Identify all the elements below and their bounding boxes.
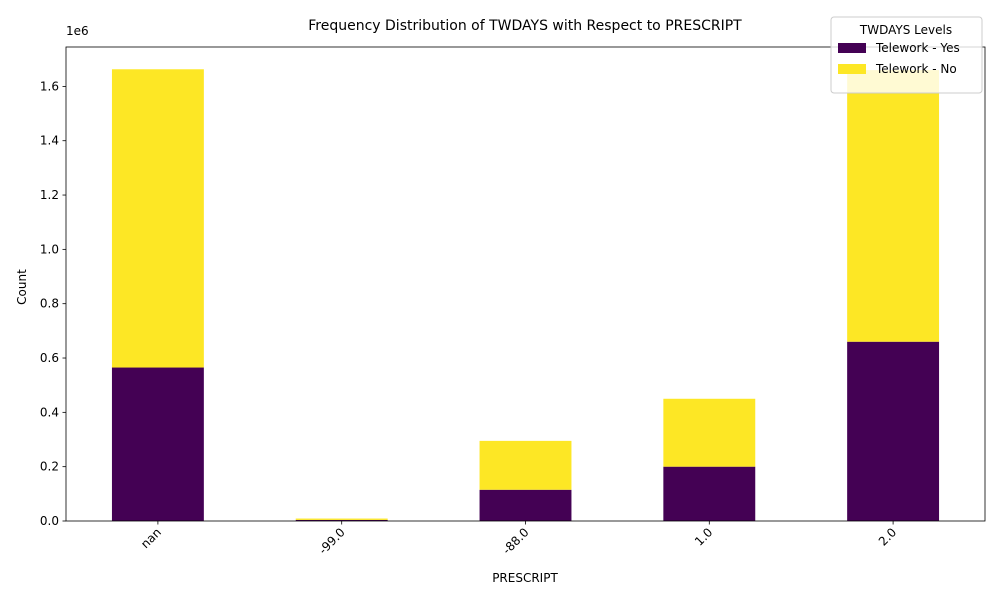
bar-telework-no-1: [295, 518, 388, 520]
x-tick-label: 2.0: [876, 525, 899, 548]
bar-telework-no-3: [663, 398, 756, 467]
y-tick-label: 1.2: [40, 188, 59, 202]
y-tick-label: 0.8: [40, 297, 59, 311]
legend-label-telework-yes: Telework - Yes: [875, 41, 960, 55]
y-tick-label: 1.0: [40, 242, 59, 256]
chart-title: Frequency Distribution of TWDAYS with Re…: [308, 18, 742, 34]
legend-swatch-telework-yes: [838, 43, 866, 53]
bar-telework-no-4: [847, 70, 940, 342]
y-tick-label: 0.4: [40, 405, 59, 419]
y-tick-label: 0.6: [40, 351, 59, 365]
legend-label-telework-no: Telework - No: [875, 62, 957, 76]
bar-telework-yes-1: [295, 519, 388, 521]
y-tick-label: 1.4: [40, 134, 59, 148]
x-tick-label: 1.0: [692, 525, 715, 548]
bar-telework-no-0: [111, 69, 204, 368]
y-offset-label: 1e6: [66, 24, 89, 38]
x-tick-label: nan: [138, 525, 164, 551]
bar-telework-yes-0: [111, 367, 204, 521]
y-axis-label: Count: [15, 269, 29, 305]
bar-telework-yes-3: [663, 466, 756, 521]
y-tick-label: 0.0: [40, 514, 59, 528]
legend-frame: [830, 16, 983, 94]
legend-title: TWDAYS Levels: [859, 23, 952, 37]
y-tick-label: 1.6: [40, 79, 59, 93]
bar-telework-yes-4: [847, 341, 940, 521]
x-tick-label: -99.0: [316, 525, 348, 557]
x-axis-label: PRESCRIPT: [492, 571, 558, 585]
bar-telework-yes-2: [479, 489, 572, 521]
bar-telework-no-2: [479, 440, 572, 490]
legend: TWDAYS Levels Telework - Yes Telework - N…: [830, 16, 983, 94]
y-tick-label: 0.2: [40, 460, 59, 474]
legend-swatch-telework-no: [838, 64, 866, 74]
x-tick-label: -88.0: [500, 525, 532, 557]
plot-area: 0.0 0.2 0.4 0.6 0.8 1.0 1.2 1.4 1.6 nan -99.0 -88.0…: [40, 46, 986, 557]
